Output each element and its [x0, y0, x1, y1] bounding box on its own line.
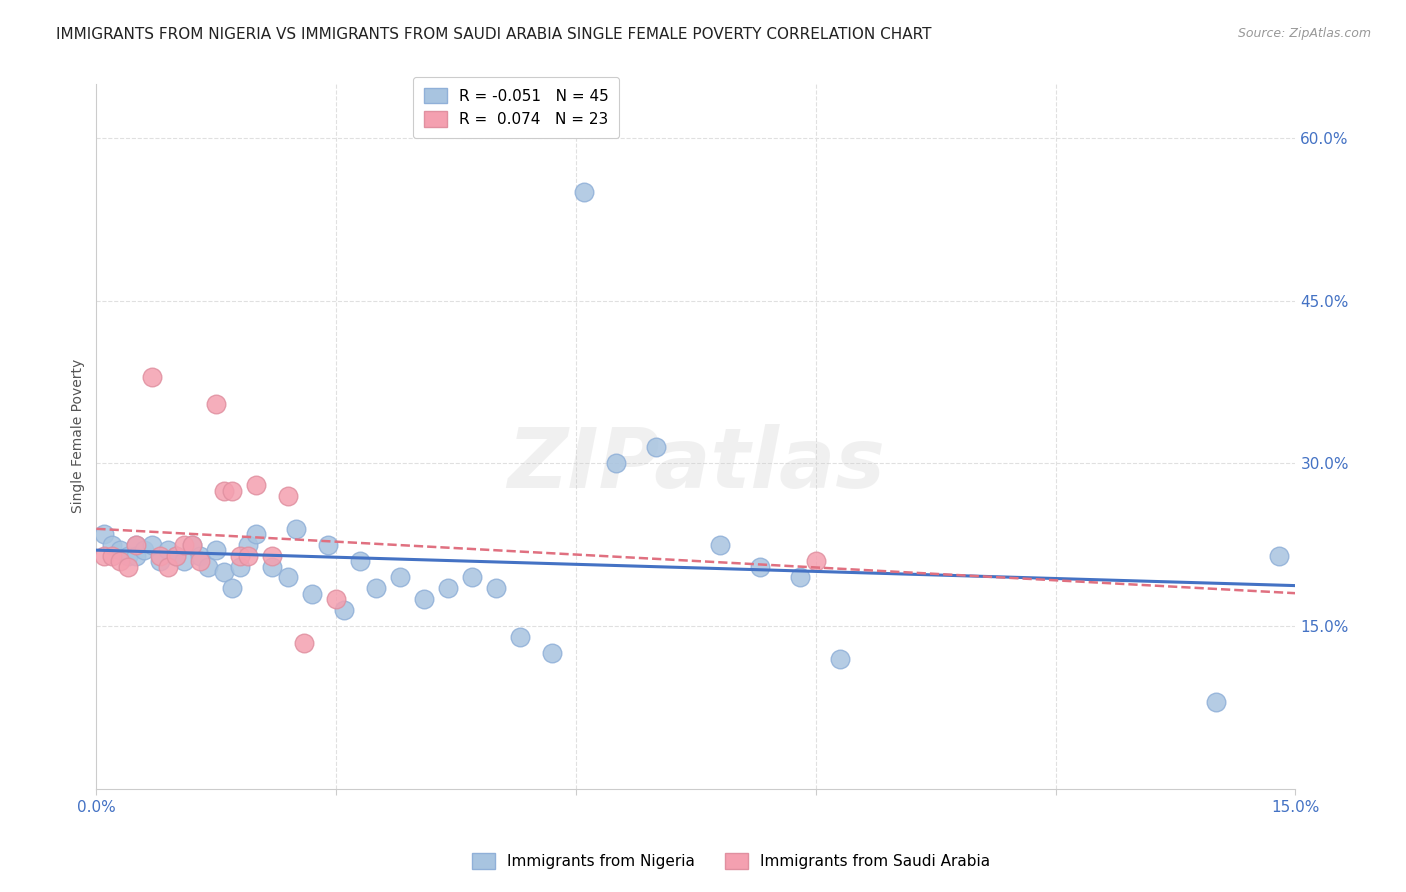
Point — [1205, 695, 1227, 709]
Point — [541, 647, 564, 661]
Point — [485, 582, 508, 596]
Point — [461, 570, 484, 584]
Point — [173, 538, 195, 552]
Point — [125, 549, 148, 563]
Point — [437, 582, 460, 596]
Point — [117, 549, 139, 563]
Point — [709, 538, 731, 552]
Point — [188, 549, 211, 563]
Point — [149, 554, 172, 568]
Point — [316, 538, 339, 552]
Point — [157, 559, 180, 574]
Point — [149, 549, 172, 563]
Legend: Immigrants from Nigeria, Immigrants from Saudi Arabia: Immigrants from Nigeria, Immigrants from… — [465, 847, 997, 875]
Point — [828, 652, 851, 666]
Point — [117, 559, 139, 574]
Point — [212, 483, 235, 498]
Point — [110, 554, 132, 568]
Point — [238, 538, 260, 552]
Text: IMMIGRANTS FROM NIGERIA VS IMMIGRANTS FROM SAUDI ARABIA SINGLE FEMALE POVERTY CO: IMMIGRANTS FROM NIGERIA VS IMMIGRANTS FR… — [56, 27, 932, 42]
Point — [572, 185, 595, 199]
Point — [325, 592, 347, 607]
Point — [277, 489, 299, 503]
Point — [157, 543, 180, 558]
Point — [110, 543, 132, 558]
Point — [262, 559, 284, 574]
Point — [188, 554, 211, 568]
Point — [229, 549, 252, 563]
Point — [134, 543, 156, 558]
Point — [141, 538, 163, 552]
Point — [212, 565, 235, 579]
Point — [804, 554, 827, 568]
Point — [245, 527, 267, 541]
Point — [277, 570, 299, 584]
Point — [285, 522, 308, 536]
Point — [93, 549, 115, 563]
Point — [101, 549, 124, 563]
Point — [605, 457, 627, 471]
Text: ZIPatlas: ZIPatlas — [508, 424, 884, 505]
Point — [101, 538, 124, 552]
Point — [389, 570, 412, 584]
Point — [413, 592, 436, 607]
Point — [349, 554, 371, 568]
Point — [205, 397, 228, 411]
Point — [181, 538, 204, 552]
Point — [333, 603, 356, 617]
Point — [238, 549, 260, 563]
Point — [229, 559, 252, 574]
Point — [181, 538, 204, 552]
Point — [165, 549, 187, 563]
Point — [125, 538, 148, 552]
Point — [748, 559, 770, 574]
Point — [1268, 549, 1291, 563]
Text: Source: ZipAtlas.com: Source: ZipAtlas.com — [1237, 27, 1371, 40]
Point — [93, 527, 115, 541]
Point — [509, 630, 531, 644]
Point — [221, 582, 243, 596]
Point — [221, 483, 243, 498]
Point — [301, 587, 323, 601]
Point — [645, 440, 668, 454]
Point — [262, 549, 284, 563]
Point — [205, 543, 228, 558]
Point — [141, 369, 163, 384]
Point — [125, 538, 148, 552]
Point — [292, 635, 315, 649]
Point — [165, 549, 187, 563]
Legend: R = -0.051   N = 45, R =  0.074   N = 23: R = -0.051 N = 45, R = 0.074 N = 23 — [413, 77, 619, 138]
Point — [245, 478, 267, 492]
Y-axis label: Single Female Poverty: Single Female Poverty — [72, 359, 86, 514]
Point — [366, 582, 388, 596]
Point — [173, 554, 195, 568]
Point — [197, 559, 219, 574]
Point — [789, 570, 811, 584]
